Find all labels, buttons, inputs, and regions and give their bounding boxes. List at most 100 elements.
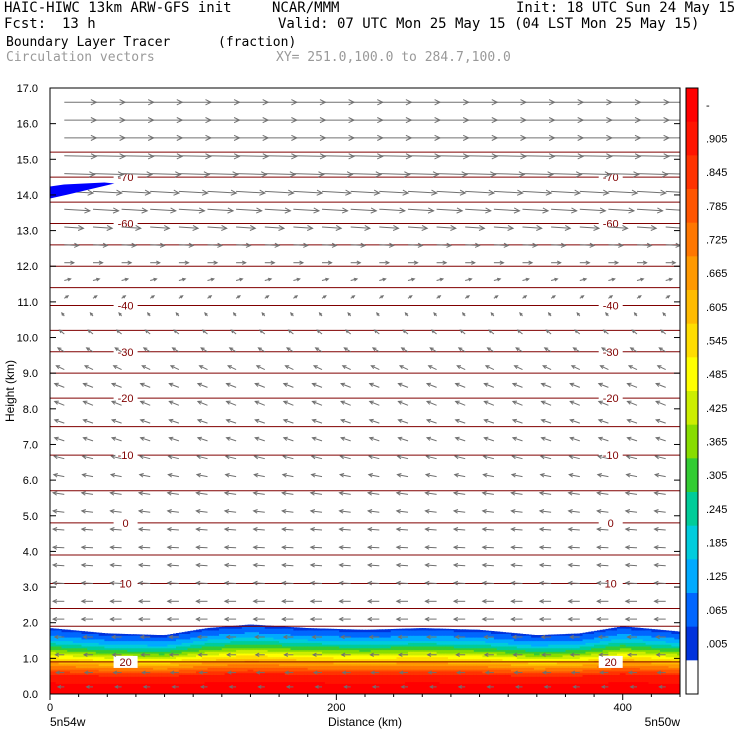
tracer-cell — [150, 672, 154, 675]
tracer-cell — [408, 672, 412, 675]
tracer-cell — [93, 685, 97, 688]
tracer-cell — [153, 642, 157, 645]
tracer-cell — [204, 683, 209, 686]
tracer-cell — [127, 640, 131, 643]
tracer-cell — [50, 642, 54, 645]
tracer-cell — [270, 690, 274, 693]
tracer-cell — [279, 686, 283, 690]
tracer-cell — [299, 685, 303, 688]
tracer-cell — [227, 667, 231, 670]
tracer-cell — [250, 663, 254, 667]
tracer-cell — [61, 663, 65, 667]
tracer-cell — [70, 686, 74, 690]
tracer-cell — [290, 628, 294, 631]
tracer-cell — [302, 665, 306, 668]
tracer-cell — [304, 651, 309, 654]
tracer-cell — [422, 631, 426, 634]
tracer-cell — [362, 633, 366, 636]
tracer-cell — [221, 686, 226, 690]
tracer-cell — [333, 649, 337, 652]
tracer-cell — [190, 631, 194, 634]
tracer-cell — [247, 688, 252, 692]
tracer-cell — [396, 692, 400, 694]
tracer-cell — [198, 685, 203, 688]
tracer-cell — [118, 674, 123, 677]
tracer-cell — [52, 685, 57, 688]
tracer-cell — [342, 629, 346, 633]
tracer-cell — [101, 692, 105, 694]
tracer-cell — [390, 681, 395, 684]
tracer-cell — [113, 685, 117, 688]
tracer-cell — [93, 667, 97, 670]
tracer-cell — [376, 669, 380, 672]
tracer-cell — [176, 676, 180, 679]
tracer-cell — [324, 661, 329, 665]
tracer-cell — [207, 676, 211, 679]
tracer-cell — [130, 635, 134, 638]
tracer-cell — [410, 654, 415, 658]
tracer-cell — [316, 681, 320, 684]
tracer-cell — [256, 651, 260, 654]
tracer-cell — [396, 665, 400, 668]
tracer-cell — [75, 665, 80, 668]
tracer-cell — [276, 640, 280, 643]
tracer-cell — [259, 649, 263, 652]
tracer-cell — [78, 631, 83, 634]
tracer-cell — [147, 669, 151, 672]
tracer-cell — [290, 670, 294, 674]
tracer-cell — [227, 688, 231, 692]
tracer-cell — [393, 670, 398, 674]
tracer-cell — [256, 649, 260, 652]
tracer-cell — [233, 644, 237, 647]
tracer-cell — [313, 631, 317, 634]
tracer-cell — [405, 685, 409, 688]
tracer-cell — [87, 660, 91, 663]
tracer-cell — [413, 669, 418, 672]
tracer-cell — [190, 658, 194, 661]
tracer-cell — [390, 690, 395, 693]
tracer-cell — [425, 635, 429, 638]
tracer-cell — [173, 647, 177, 651]
tracer-cell — [276, 686, 280, 690]
tracer-cell — [299, 647, 303, 651]
tracer-cell — [333, 640, 337, 643]
tracer-cell — [107, 665, 111, 668]
tracer-cell — [353, 672, 357, 675]
tracer-cell — [333, 674, 337, 677]
tracer-cell — [319, 633, 323, 636]
tracer-cell — [187, 660, 191, 663]
tracer-cell — [345, 644, 349, 647]
tracer-cell — [101, 667, 105, 670]
tracer-cell — [290, 681, 294, 684]
tracer-cell — [350, 672, 355, 675]
tracer-cell — [133, 634, 137, 636]
tracer-cell — [156, 635, 160, 636]
tracer-cell — [333, 654, 337, 658]
tracer-cell — [115, 685, 120, 688]
tracer-cell — [61, 678, 65, 681]
tracer-cell — [161, 658, 166, 661]
tracer-cell — [193, 649, 197, 652]
tracer-cell — [210, 670, 214, 674]
tracer-cell — [385, 686, 389, 690]
tracer-cell — [98, 649, 103, 652]
tracer-cell — [52, 644, 57, 647]
tracer-cell — [230, 644, 234, 647]
tracer-cell — [373, 651, 378, 654]
tracer-cell — [50, 683, 54, 686]
tracer-cell — [359, 685, 363, 688]
tracer-cell — [207, 627, 211, 629]
tracer-cell — [279, 656, 283, 659]
tracer-cell — [78, 678, 83, 681]
tracer-cell — [367, 656, 372, 659]
tracer-cell — [121, 690, 126, 693]
tracer-cell — [439, 683, 443, 686]
tracer-cell — [118, 637, 123, 640]
tracer-cell — [156, 647, 160, 651]
tracer-cell — [293, 679, 297, 683]
tracer-cell — [244, 656, 249, 659]
tracer-cell — [399, 683, 403, 686]
tracer-cell — [127, 670, 131, 674]
tracer-cell — [347, 690, 352, 693]
tracer-cell — [144, 649, 148, 652]
